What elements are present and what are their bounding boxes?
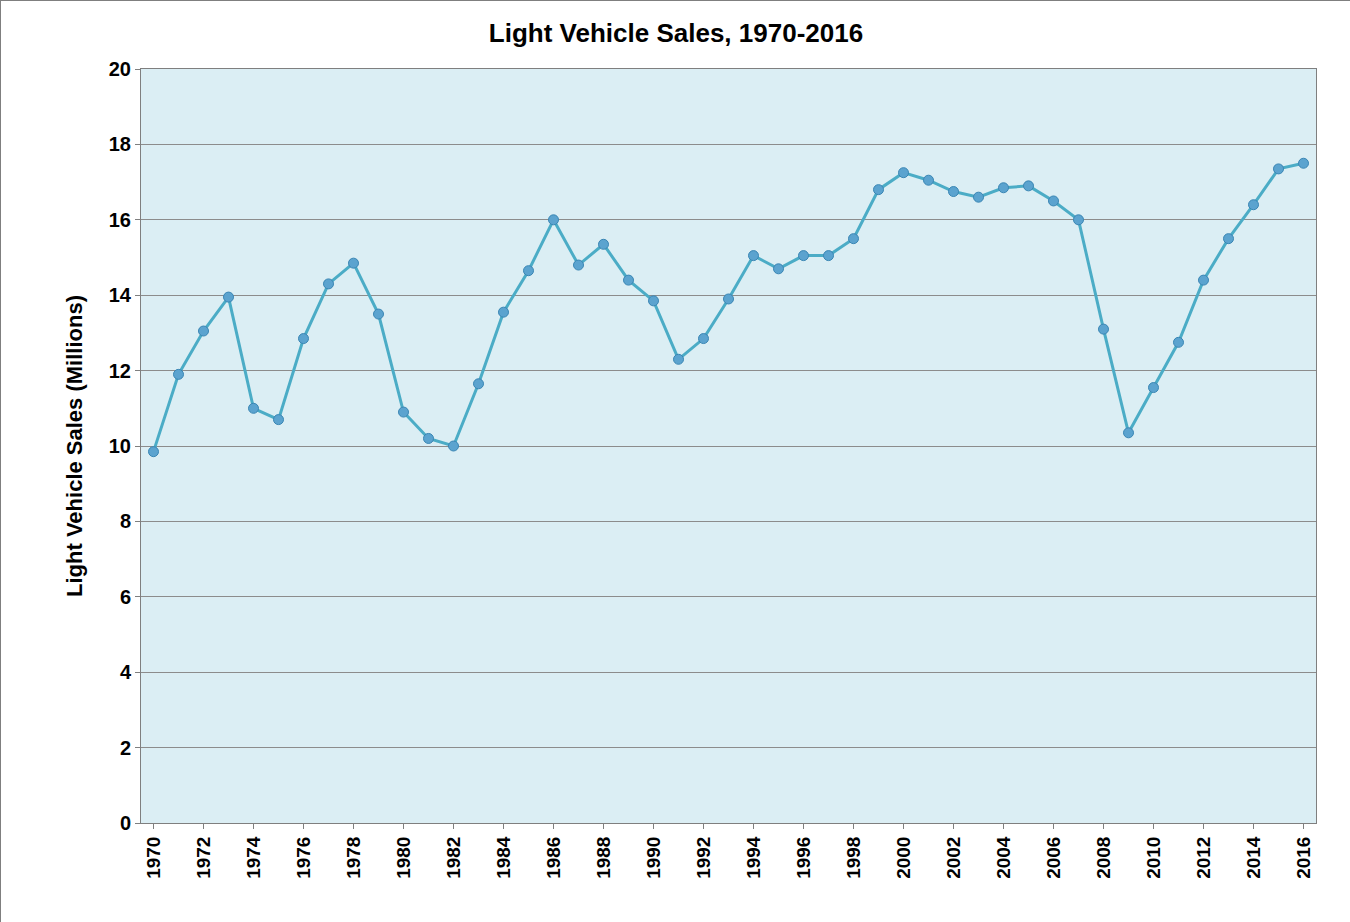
- svg-text:2002: 2002: [943, 837, 964, 879]
- svg-text:10: 10: [109, 435, 131, 457]
- svg-text:1988: 1988: [593, 837, 614, 879]
- svg-text:8: 8: [120, 510, 131, 532]
- svg-text:12: 12: [109, 360, 131, 382]
- svg-text:0: 0: [120, 812, 131, 834]
- svg-text:1978: 1978: [343, 837, 364, 879]
- svg-text:2010: 2010: [1143, 837, 1164, 879]
- svg-text:1972: 1972: [193, 837, 214, 879]
- svg-text:16: 16: [109, 209, 131, 231]
- svg-text:1974: 1974: [243, 836, 264, 879]
- svg-text:2014: 2014: [1243, 836, 1264, 879]
- svg-text:1986: 1986: [543, 837, 564, 879]
- svg-text:1998: 1998: [843, 837, 864, 879]
- svg-text:18: 18: [109, 133, 131, 155]
- svg-text:1980: 1980: [393, 837, 414, 879]
- svg-text:6: 6: [120, 586, 131, 608]
- svg-text:1996: 1996: [793, 837, 814, 879]
- svg-text:Light Vehicle Sales, 1970-2016: Light Vehicle Sales, 1970-2016: [489, 18, 863, 48]
- svg-text:1984: 1984: [493, 836, 514, 879]
- svg-text:4: 4: [120, 661, 132, 683]
- svg-text:2: 2: [120, 737, 131, 759]
- svg-text:14: 14: [109, 284, 132, 306]
- svg-text:1992: 1992: [693, 837, 714, 879]
- svg-text:2004: 2004: [993, 836, 1014, 879]
- svg-text:1990: 1990: [643, 837, 664, 879]
- svg-text:2008: 2008: [1093, 837, 1114, 879]
- svg-text:Light Vehicle Sales (Millions): Light Vehicle Sales (Millions): [62, 295, 87, 597]
- svg-text:1976: 1976: [293, 837, 314, 879]
- svg-text:1994: 1994: [743, 836, 764, 879]
- svg-text:1982: 1982: [443, 837, 464, 879]
- svg-text:2006: 2006: [1043, 837, 1064, 879]
- svg-text:1970: 1970: [143, 837, 164, 879]
- svg-text:20: 20: [109, 58, 131, 80]
- svg-text:2012: 2012: [1193, 837, 1214, 879]
- svg-text:2000: 2000: [893, 837, 914, 879]
- svg-text:2016: 2016: [1293, 837, 1314, 879]
